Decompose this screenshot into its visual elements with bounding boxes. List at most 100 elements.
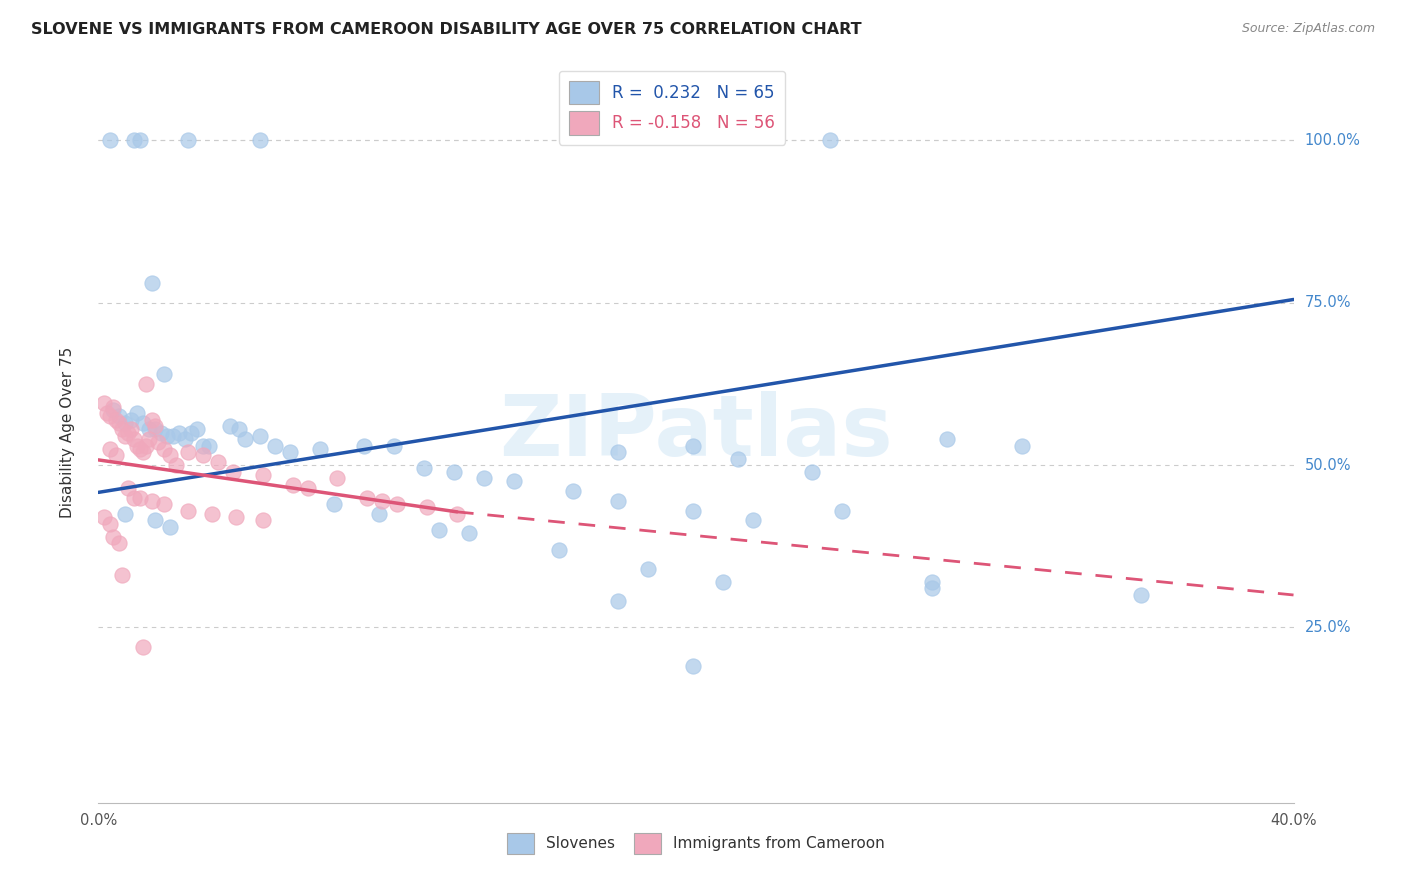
Point bbox=[129, 133, 152, 147]
Point bbox=[562, 484, 585, 499]
Point bbox=[132, 445, 155, 459]
Point bbox=[198, 439, 221, 453]
Point bbox=[446, 507, 468, 521]
Point bbox=[162, 429, 184, 443]
Point bbox=[682, 659, 704, 673]
Point bbox=[472, 471, 495, 485]
Point bbox=[138, 432, 160, 446]
Text: 100.0%: 100.0% bbox=[1305, 133, 1361, 148]
Point bbox=[921, 582, 943, 596]
Point bbox=[180, 425, 202, 440]
Point bbox=[281, 477, 304, 491]
Text: 50.0%: 50.0% bbox=[1305, 458, 1351, 473]
Point bbox=[741, 513, 763, 527]
Point bbox=[129, 442, 152, 456]
Point bbox=[458, 526, 481, 541]
Point bbox=[127, 406, 149, 420]
Point bbox=[225, 510, 247, 524]
Point bbox=[191, 439, 214, 453]
Point bbox=[353, 439, 375, 453]
Point bbox=[98, 442, 122, 456]
Point bbox=[201, 507, 224, 521]
Point bbox=[727, 451, 749, 466]
Point bbox=[124, 491, 146, 505]
Point bbox=[127, 439, 149, 453]
Text: ZIPatlas: ZIPatlas bbox=[499, 391, 893, 475]
Point bbox=[108, 536, 131, 550]
Point bbox=[831, 503, 853, 517]
Point bbox=[297, 481, 319, 495]
Point bbox=[607, 594, 630, 608]
Point bbox=[124, 432, 146, 446]
Point bbox=[93, 396, 115, 410]
Point bbox=[105, 448, 128, 462]
Point bbox=[135, 376, 157, 391]
Point bbox=[263, 439, 285, 453]
Point bbox=[143, 513, 166, 527]
Point bbox=[682, 503, 704, 517]
Point bbox=[249, 133, 271, 147]
Point bbox=[233, 432, 256, 446]
Point bbox=[111, 422, 134, 436]
Point bbox=[105, 412, 128, 426]
Point bbox=[326, 471, 349, 485]
Point bbox=[219, 419, 242, 434]
Point bbox=[103, 400, 125, 414]
Point bbox=[143, 419, 166, 434]
Text: 75.0%: 75.0% bbox=[1305, 295, 1351, 310]
Point bbox=[186, 422, 208, 436]
Point bbox=[249, 429, 271, 443]
Point bbox=[308, 442, 330, 456]
Text: 25.0%: 25.0% bbox=[1305, 620, 1351, 635]
Point bbox=[98, 516, 122, 531]
Point bbox=[117, 425, 139, 440]
Point bbox=[502, 475, 524, 489]
Point bbox=[177, 133, 200, 147]
Point bbox=[222, 465, 245, 479]
Point bbox=[252, 467, 274, 482]
Point bbox=[132, 640, 155, 654]
Point bbox=[177, 503, 200, 517]
Point bbox=[177, 445, 200, 459]
Point bbox=[129, 491, 152, 505]
Point bbox=[385, 497, 409, 511]
Point bbox=[132, 416, 155, 430]
Point bbox=[547, 542, 569, 557]
Point bbox=[382, 439, 405, 453]
Point bbox=[413, 461, 436, 475]
Point bbox=[167, 425, 190, 440]
Point bbox=[143, 422, 166, 436]
Point bbox=[207, 455, 229, 469]
Text: SLOVENE VS IMMIGRANTS FROM CAMEROON DISABILITY AGE OVER 75 CORRELATION CHART: SLOVENE VS IMMIGRANTS FROM CAMEROON DISA… bbox=[31, 22, 862, 37]
Point bbox=[711, 574, 734, 589]
Point bbox=[801, 465, 824, 479]
Point bbox=[120, 422, 142, 436]
Point bbox=[153, 497, 176, 511]
Point bbox=[1011, 439, 1033, 453]
Point bbox=[103, 529, 125, 543]
Point bbox=[153, 442, 176, 456]
Point bbox=[228, 422, 250, 436]
Point bbox=[96, 406, 118, 420]
Point bbox=[443, 465, 465, 479]
Point bbox=[682, 439, 704, 453]
Point bbox=[93, 510, 115, 524]
Point bbox=[159, 448, 181, 462]
Point bbox=[148, 435, 170, 450]
Point bbox=[150, 425, 173, 440]
Point bbox=[427, 523, 450, 537]
Point bbox=[117, 481, 139, 495]
Point bbox=[124, 133, 146, 147]
Point bbox=[108, 416, 131, 430]
Point bbox=[98, 409, 122, 424]
Point bbox=[159, 520, 181, 534]
Point bbox=[191, 448, 214, 462]
Point bbox=[103, 403, 125, 417]
Point bbox=[323, 497, 346, 511]
Point bbox=[1130, 588, 1153, 602]
Point bbox=[820, 133, 842, 147]
Point bbox=[368, 507, 391, 521]
Point bbox=[165, 458, 187, 472]
Point bbox=[921, 574, 943, 589]
Point bbox=[156, 429, 179, 443]
